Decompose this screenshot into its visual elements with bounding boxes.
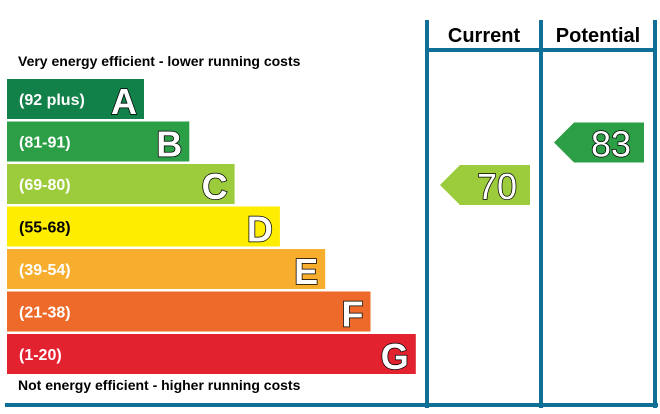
band-bar-g	[7, 334, 416, 374]
band-a: (92 plus) A	[7, 79, 144, 123]
band-range-g: (1-20)	[19, 347, 62, 364]
current-rating-arrow-value: 70	[477, 166, 517, 207]
band-e: (39-54) E	[7, 249, 326, 293]
band-range-b: (81-91)	[19, 135, 71, 152]
current-column-header: Current	[448, 25, 521, 47]
current-rating-arrow-shape	[440, 165, 530, 205]
top-caption: Very energy efficient - lower running co…	[18, 53, 301, 69]
potential-rating-arrow-value: 83	[591, 124, 631, 165]
band-letter-c: C	[202, 166, 228, 207]
band-bar-f	[7, 291, 371, 332]
band-letter-b: B	[156, 124, 182, 165]
rating-arrows: 70 83	[440, 122, 644, 208]
band-bar-b	[7, 121, 190, 162]
band-range-e: (39-54)	[19, 262, 71, 279]
band-d: (55-68) D	[7, 206, 280, 250]
band-bar-d	[7, 206, 280, 247]
band-bar-c	[7, 164, 235, 204]
potential-rating-arrow: 83	[554, 122, 644, 165]
rating-frame	[5, 20, 658, 408]
band-range-f: (21-38)	[19, 305, 71, 322]
band-letter-g: G	[381, 336, 409, 377]
potential-column-header: Potential	[556, 25, 640, 47]
band-range-a: (92 plus)	[19, 92, 85, 109]
band-bar-e	[7, 249, 326, 289]
potential-rating-arrow-shape	[554, 122, 644, 163]
band-letter-e: E	[294, 251, 318, 292]
band-g: (1-20) G	[7, 334, 416, 378]
band-letter-f: F	[342, 294, 364, 335]
band-bar-a	[7, 79, 144, 119]
band-range-d: (55-68)	[19, 220, 71, 237]
band-b: (81-91) B	[7, 121, 190, 165]
band-range-c: (69-80)	[19, 177, 71, 194]
rating-bands: (92 plus) A(81-91) B(69-80) C(55-68) D(39-54…	[7, 79, 416, 378]
band-letter-a: A	[111, 81, 137, 122]
band-letter-d: D	[247, 209, 273, 250]
current-rating-arrow: 70	[440, 165, 530, 208]
bottom-caption: Not energy efficient - higher running co…	[18, 377, 301, 393]
band-c: (69-80) C	[7, 164, 235, 208]
band-f: (21-38) F	[7, 291, 371, 335]
